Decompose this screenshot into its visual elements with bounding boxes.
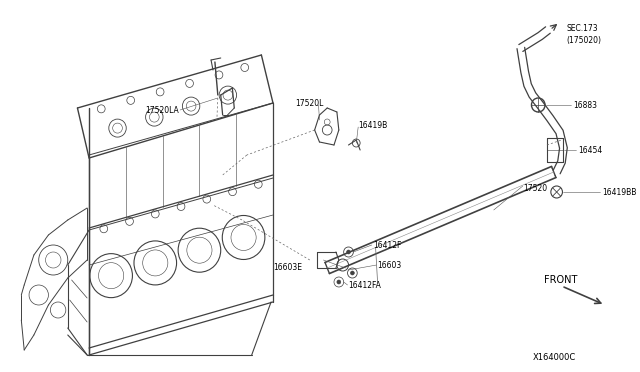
Text: FRONT: FRONT <box>544 275 577 285</box>
Text: 16883: 16883 <box>573 100 597 109</box>
Circle shape <box>337 280 340 284</box>
Text: 16603E: 16603E <box>273 263 302 273</box>
Text: 16603: 16603 <box>378 260 402 269</box>
Text: 16412F: 16412F <box>372 241 401 250</box>
Text: (175020): (175020) <box>566 35 602 45</box>
Text: SEC.173: SEC.173 <box>566 23 598 32</box>
Circle shape <box>351 271 355 275</box>
Text: X164000C: X164000C <box>532 353 576 362</box>
Circle shape <box>347 250 351 254</box>
Text: 16412FA: 16412FA <box>349 280 381 289</box>
Text: 16419B: 16419B <box>358 121 387 129</box>
Text: 17520LA: 17520LA <box>145 106 179 115</box>
Text: 16419BB: 16419BB <box>602 187 637 196</box>
Text: 17520L: 17520L <box>295 99 324 108</box>
Text: 16454: 16454 <box>578 145 602 154</box>
Text: 17520: 17520 <box>523 183 547 192</box>
